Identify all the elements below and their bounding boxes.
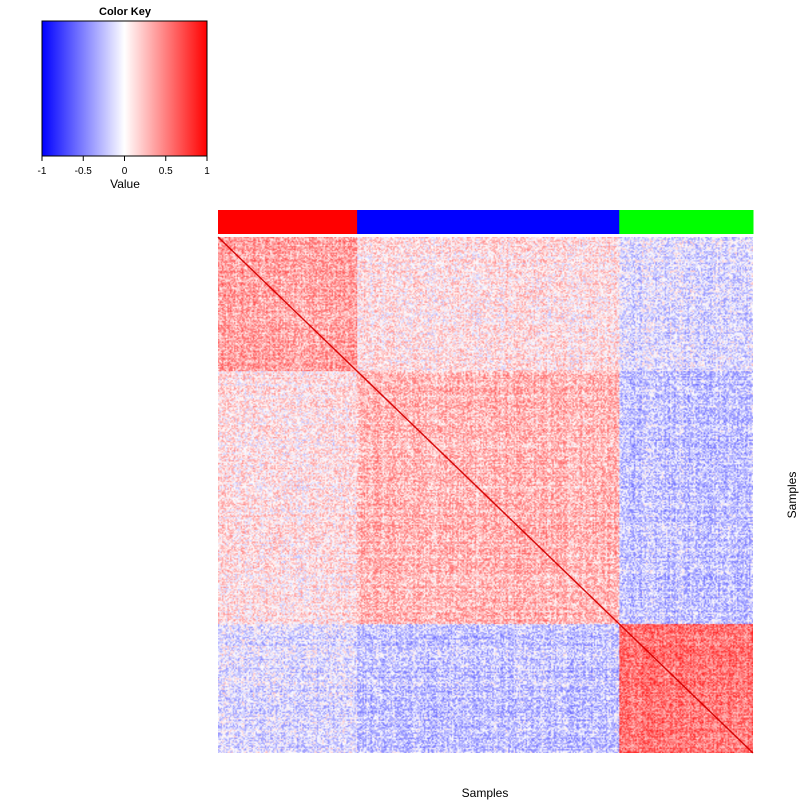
color-key-tick-label: 0	[122, 166, 128, 177]
side-color-segment	[357, 210, 620, 234]
y-axis-label: Samples	[785, 472, 799, 519]
color-key-tick-label: -1	[38, 166, 47, 177]
color-key-gradient	[42, 21, 207, 156]
column-side-colors	[218, 210, 754, 234]
heatmap-diagonal	[217, 236, 754, 754]
color-key-ticks: -1 -0.5 0 0.5 1	[38, 156, 210, 177]
heatmap-area	[217, 236, 754, 754]
x-axis-label: Samples	[462, 786, 509, 800]
side-color-segment	[218, 210, 358, 234]
color-key-tick-label: 1	[204, 166, 210, 177]
side-color-segment	[619, 210, 754, 234]
color-key-axis-label: Value	[110, 177, 140, 191]
color-key: Color Key -1 -0.5 0 0.5 1 Value	[38, 6, 211, 191]
color-key-tick-label: -0.5	[75, 166, 93, 177]
color-key-title: Color Key	[99, 6, 152, 18]
color-key-tick-label: 0.5	[159, 166, 173, 177]
